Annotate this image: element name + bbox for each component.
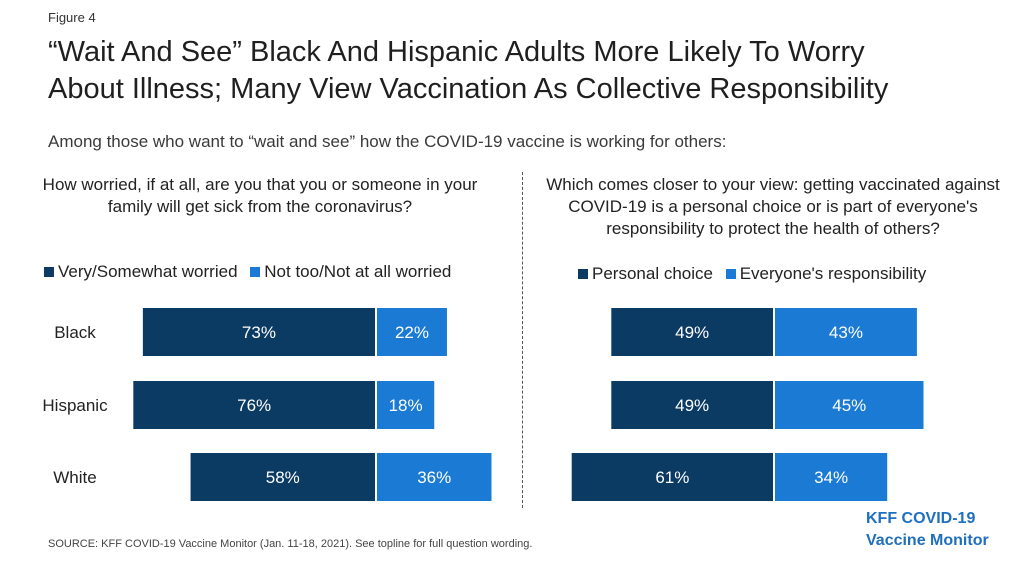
bar-worried	[190, 453, 375, 501]
data-label: 49%	[675, 396, 709, 415]
bar-personal-choice	[571, 453, 773, 501]
page-title: “Wait And See” Black And Hispanic Adults…	[48, 34, 1008, 108]
data-label: 22%	[395, 323, 429, 342]
category-label: White	[53, 468, 96, 487]
legend-swatch-light	[250, 267, 261, 277]
left-question: How worried, if at all, are you that you…	[42, 175, 478, 216]
data-label: 34%	[814, 468, 848, 487]
data-label: 49%	[675, 323, 709, 342]
bar-personal-choice	[611, 381, 773, 429]
subtitle: Among those who want to “wait and see” h…	[48, 132, 727, 151]
kff-logo: KFF COVID-19 Vaccine Monitor	[866, 508, 989, 552]
source-note: SOURCE: KFF COVID-19 Vaccine Monitor (Ja…	[48, 538, 533, 550]
legend-label-worried: Very/Somewhat worried	[58, 262, 238, 281]
figure-label: Figure 4	[48, 10, 96, 25]
bar-everyones-responsibility	[775, 381, 924, 429]
category-label: Hispanic	[42, 396, 108, 415]
legend-label-everyones-responsibility: Everyone's responsibility	[739, 264, 927, 283]
data-label: 73%	[242, 323, 276, 342]
legend-label-not-worried: Not too/Not at all worried	[264, 262, 452, 281]
data-label: 45%	[832, 396, 866, 415]
legend-item-everyones-responsibility: Everyone's responsibility	[725, 264, 927, 284]
data-label: 36%	[417, 468, 451, 487]
data-label: 61%	[655, 468, 689, 487]
category-label: Black	[54, 323, 96, 342]
legend-item-not-worried: Not too/Not at all worried	[250, 262, 451, 282]
data-label: 76%	[237, 396, 271, 415]
legend-swatch-light	[725, 269, 736, 279]
data-label: 43%	[829, 323, 863, 342]
legend-label-personal-choice: Personal choice	[592, 264, 713, 283]
data-label: 18%	[389, 396, 423, 415]
bar-everyones-responsibility	[775, 453, 888, 501]
legend-swatch-dark	[44, 267, 54, 277]
legend-item-personal-choice: Personal choice	[578, 264, 713, 284]
left-bar-chart: Black 73% 22% Hispanic 76% 18% White 58% 36%	[42, 308, 492, 501]
logo-line-2: Vaccine Monitor	[866, 532, 989, 549]
title-line-1: “Wait And See” Black And Hispanic Adults…	[48, 36, 865, 68]
legend-item-worried: Very/Somewhat worried	[44, 262, 238, 282]
right-legend: Personal choice Everyone's responsibilit…	[578, 264, 934, 284]
title-line-2: About Illness; Many View Vaccination As …	[48, 73, 889, 105]
bar-worried	[133, 381, 375, 429]
bar-not-worried	[377, 453, 492, 501]
right-bar-chart: 49% 43% 49% 45% 61% 34%	[571, 308, 924, 501]
panel-divider	[522, 172, 523, 508]
bar-personal-choice	[611, 308, 773, 356]
bar-not-worried	[377, 308, 447, 356]
bar-everyones-responsibility	[775, 308, 917, 356]
data-label: 58%	[266, 468, 300, 487]
right-question: Which comes closer to your view: getting…	[546, 175, 1000, 238]
legend-swatch-dark	[578, 269, 588, 279]
bar-worried	[142, 308, 375, 356]
bar-not-worried	[377, 381, 435, 429]
logo-line-1: KFF COVID-19	[866, 510, 976, 527]
left-legend: Very/Somewhat worried Not too/Not at all…	[44, 262, 459, 282]
